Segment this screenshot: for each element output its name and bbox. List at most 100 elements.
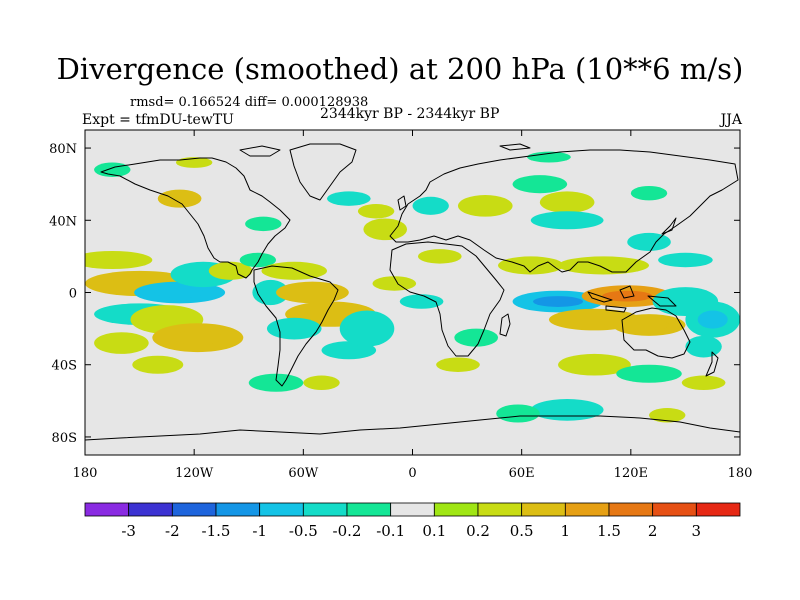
colorbar-label-3: -1 [252, 522, 267, 540]
x-tick-label-3: 0 [408, 466, 416, 481]
anomaly-blob-24 [357, 204, 395, 219]
x-tick-label-5: 120E [614, 466, 648, 481]
anomaly-blob-7 [94, 332, 149, 354]
colorbar-swatch-5 [302, 502, 348, 517]
colorbar: -3 -2 -1.5 -1 -0.5 -0.2 -0.1 0.1 0.2 0.5 1 1.5 2 3 [84, 502, 741, 540]
anomaly-core-16 [305, 307, 356, 321]
x-tick-label-0: 180 [73, 466, 98, 481]
anomaly-blob-47 [616, 364, 682, 383]
coast-north-america [100, 157, 291, 279]
anomaly-blob-27 [457, 195, 513, 217]
y-tick-label-1: 40N [49, 214, 77, 229]
coast-europe-asia [389, 149, 739, 273]
colorbar-swatch-3 [215, 502, 261, 517]
colorbar-swatch-10 [521, 502, 566, 517]
anomaly-core-41 [629, 319, 670, 331]
colorbar-swatch-7 [390, 502, 435, 517]
colorbar-swatch-0 [84, 502, 130, 517]
anomaly-core-6 [172, 330, 223, 345]
colorbar-label-6: -0.1 [376, 522, 405, 540]
anomaly-core-40 [569, 314, 620, 326]
coast-arctic-islands [239, 143, 531, 157]
coastlines [85, 143, 740, 441]
chart-title: Divergence (smoothed) at 200 hPa (10**6 … [56, 52, 744, 86]
coast-south-america [253, 265, 339, 387]
colorbar-label-8: 0.2 [466, 522, 490, 540]
anomaly-core-9 [167, 194, 192, 204]
anomaly-blob-12 [239, 252, 277, 268]
anomaly-blob-23 [326, 191, 371, 206]
colorbar-swatch-1 [128, 502, 173, 517]
colorbar-swatch-8 [433, 502, 479, 517]
anomaly-core-43 [697, 310, 728, 329]
anomaly-blob-31 [436, 357, 480, 372]
y-tick-label-3: 40S [52, 359, 77, 374]
anomaly-blob-10 [245, 216, 282, 232]
colorbar-swatch-13 [652, 502, 697, 517]
anomaly-core-2 [154, 287, 205, 298]
anomaly-blob-21 [248, 373, 304, 392]
anomaly-blob-35 [498, 256, 564, 275]
anomaly-blob-34 [530, 211, 604, 230]
coast-new-zealand [705, 351, 719, 377]
anomaly-blob-45 [658, 252, 713, 268]
anomaly-blob-32 [512, 175, 568, 194]
colorbar-swatch-14 [695, 502, 741, 517]
colorbar-swatch-6 [346, 502, 392, 517]
anomaly-core-15 [292, 287, 333, 298]
season-label: JJA [720, 112, 742, 128]
anomaly-core-39 [602, 290, 653, 302]
x-tick-label-1: 120W [175, 466, 214, 481]
anomaly-blob-33 [539, 191, 595, 214]
axes: 180 120W 60W 0 60E 120E 180 80N 40N 0 40S 80S [49, 130, 752, 481]
x-tick-label-4: 60E [509, 466, 535, 481]
colorbar-swatch-11 [564, 502, 610, 517]
anomaly-blob-20 [372, 276, 417, 291]
colorbar-label-10: 1 [561, 522, 571, 540]
anomaly-blob-26 [412, 196, 449, 215]
colorbar-label-0: -3 [121, 522, 136, 540]
anomaly-blob-29 [399, 294, 444, 309]
y-tick-label-2: 0 [69, 287, 77, 302]
anomaly-blob-22 [303, 375, 340, 390]
period-label: 2344kyr BP - 2344kyr BP [320, 106, 500, 122]
anomaly-blob-28 [417, 249, 462, 264]
colorbar-label-9: 0.5 [510, 522, 534, 540]
anomaly-core-38 [533, 296, 584, 307]
coast-british-isles [397, 195, 407, 211]
anomaly-blob-44 [685, 335, 722, 358]
coast-antarctica [85, 415, 740, 441]
coast-indonesia [587, 285, 677, 313]
anomaly-blob-17 [266, 317, 322, 340]
colorbar-label-12: 2 [648, 522, 658, 540]
anomaly-blob-55 [630, 185, 668, 201]
anomaly-blob-49 [530, 399, 604, 421]
anomaly-blob-25 [363, 218, 408, 241]
anomaly-blob-46 [558, 353, 631, 376]
anomaly-blob-48 [681, 375, 726, 390]
colorbar-label-2: -1.5 [202, 522, 231, 540]
anomaly-blob-51 [649, 408, 686, 423]
x-tick-label-6: 180 [728, 466, 753, 481]
colorbar-label-4: -0.5 [289, 522, 318, 540]
colorbar-swatch-4 [259, 502, 304, 517]
coast-australia [621, 307, 691, 359]
coast-japan [661, 217, 677, 235]
x-tick-label-2: 60W [288, 466, 319, 481]
colorbar-swatch-2 [171, 502, 217, 517]
coast-africa [389, 241, 505, 357]
anomaly-blob-19 [339, 310, 395, 347]
anomaly-blob-0 [85, 250, 153, 270]
anomaly-blob-13 [261, 261, 327, 280]
colorbar-swatch-9 [477, 502, 523, 517]
colorbar-label-11: 1.5 [597, 522, 621, 540]
stats-text: rmsd= 0.166524 diff= 0.000128938 [130, 95, 369, 110]
coast-greenland [289, 143, 357, 201]
colorbar-swatch-12 [608, 502, 654, 517]
anomaly-blob-30 [454, 328, 499, 347]
experiment-label: Expt = tfmDU-tewTU [82, 112, 234, 128]
y-tick-label-0: 80N [49, 142, 77, 157]
anomaly-blob-8 [132, 355, 184, 374]
